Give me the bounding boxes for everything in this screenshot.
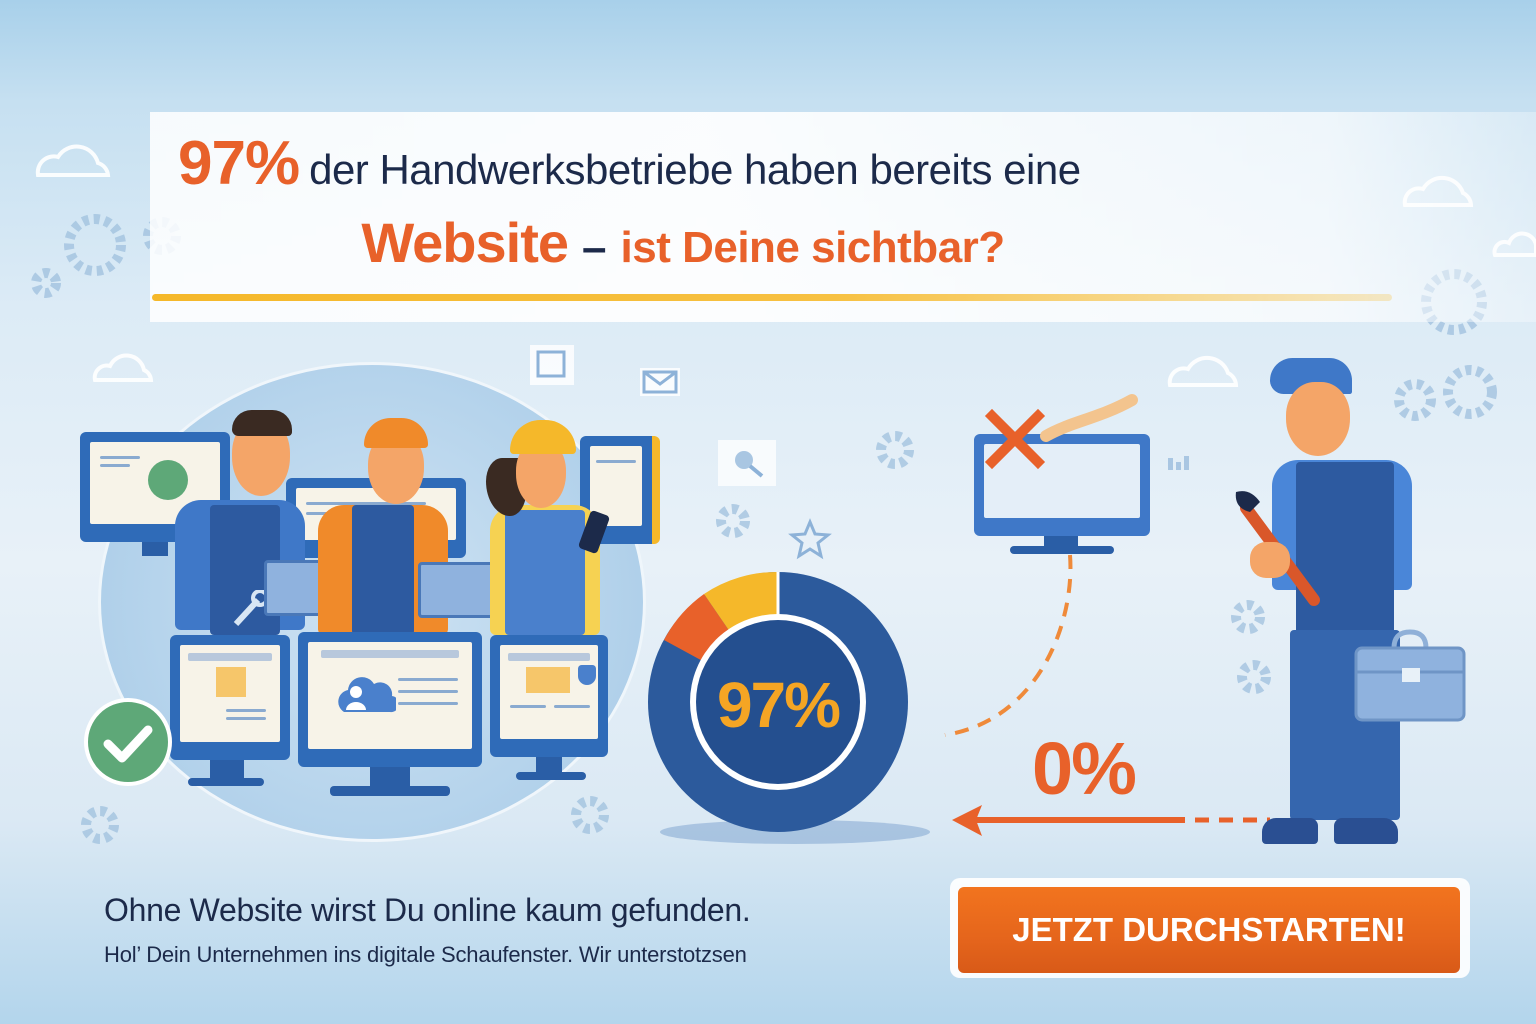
- cta-button[interactable]: JETZT DURCHSTARTEN!: [958, 887, 1460, 973]
- headline-percent: 97%: [178, 129, 300, 198]
- headline-line-1: 97% der Handwerksbetriebe haben bereits e…: [178, 128, 1378, 199]
- connector-dashed-curve: [944, 554, 1073, 737]
- headline-website: Website: [361, 211, 569, 274]
- subheadline: Ohne Website wirst Du online kaum gefund…: [104, 892, 751, 928]
- gear-icon: [1443, 365, 1497, 419]
- zero-percent-label: 0%: [1032, 727, 1137, 810]
- shoe-left: [1262, 818, 1318, 844]
- gear-icon: [81, 806, 119, 844]
- star-icon: [788, 518, 832, 560]
- headline-dash: –: [582, 223, 607, 272]
- x-icon: [984, 408, 1046, 470]
- monitor-front-right: [490, 635, 608, 757]
- shoe-right: [1334, 818, 1398, 844]
- gear-icon: [31, 268, 61, 298]
- gear-icon: [1394, 379, 1436, 421]
- gear-icon: [1237, 660, 1271, 694]
- document-icon: [530, 345, 574, 385]
- headline-panel: [150, 112, 1536, 322]
- gear-icon: [571, 796, 609, 834]
- headline-underline: [152, 294, 1392, 301]
- gear-icon: [716, 504, 750, 538]
- brush-stroke-decoration: [1040, 394, 1138, 442]
- cloud-icon: [1167, 355, 1239, 387]
- bar-chart-icon: [1168, 456, 1189, 470]
- mail-icon: [640, 368, 680, 396]
- donut-percent-label: 97%: [716, 669, 841, 741]
- headline-question: ist Deine sichtbar?: [620, 223, 1006, 272]
- arrow-left-icon: [952, 805, 1270, 836]
- monitor-front-left: [170, 635, 290, 760]
- toolbox-icon: [1354, 629, 1466, 722]
- headline-text: der Handwerksbetriebe haben bereits eine: [309, 146, 1081, 193]
- cloud-icon: [92, 353, 154, 382]
- globe-icon: [148, 460, 188, 500]
- cloud-user-icon: [338, 677, 396, 713]
- cloud-icon: [35, 144, 111, 177]
- gear-icon: [876, 431, 914, 469]
- monitor-front-center: [298, 632, 482, 767]
- hand-left: [1250, 542, 1290, 578]
- search-icon: [718, 440, 776, 486]
- shield-icon: [578, 665, 596, 685]
- check-icon: [103, 725, 153, 763]
- check-icon-badge: [84, 698, 172, 786]
- gear-icon: [64, 214, 126, 276]
- tagline: Hol’ Dein Unternehmen ins digitale Schau…: [104, 942, 747, 967]
- headline-line-2: Website – ist Deine sichtbar?: [0, 210, 1536, 275]
- gear-icon: [1231, 600, 1265, 634]
- donut-chart: [648, 571, 908, 832]
- cap-orange: [364, 418, 428, 448]
